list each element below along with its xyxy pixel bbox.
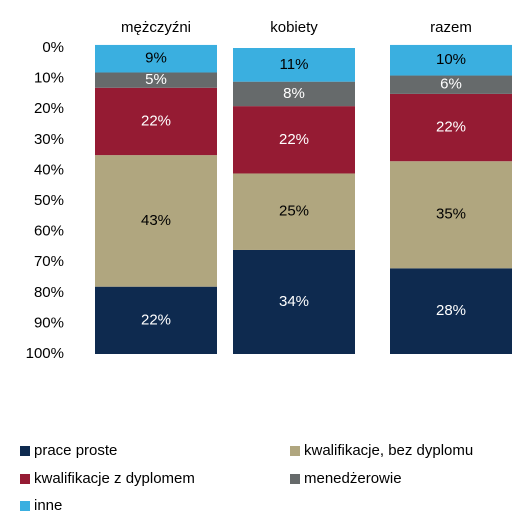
category-label: razem xyxy=(430,19,472,36)
bar-segment xyxy=(95,286,217,354)
data-label: 28% xyxy=(436,302,466,319)
data-label: 22% xyxy=(279,131,309,148)
legend-label: prace proste xyxy=(34,442,117,459)
y-tick-label: 90% xyxy=(34,314,64,331)
legend-label: kwalifikacje, bez dyplomu xyxy=(304,442,473,459)
bar-segment xyxy=(390,44,512,76)
data-label: 43% xyxy=(141,212,171,229)
data-label: 11% xyxy=(280,56,309,73)
data-label: 6% xyxy=(440,76,462,93)
category-label: kobiety xyxy=(270,19,318,36)
y-tick-label: 80% xyxy=(34,284,64,301)
bar-segment xyxy=(233,48,355,82)
bar-segment xyxy=(95,44,217,73)
data-label: 5% xyxy=(145,71,167,88)
legend-label: kwalifikacje z dyplomem xyxy=(34,470,195,487)
y-tick-label: 70% xyxy=(34,253,64,270)
data-label: 35% xyxy=(436,206,466,223)
data-label: 22% xyxy=(141,311,171,328)
data-label: 22% xyxy=(141,112,171,129)
legend-swatch xyxy=(20,446,30,456)
data-label: 34% xyxy=(279,293,309,310)
bar-segment xyxy=(390,268,512,354)
bar-segment xyxy=(390,75,512,94)
y-tick-label: 100% xyxy=(26,345,64,362)
bar-segment xyxy=(233,173,355,250)
bar-segment xyxy=(95,72,217,88)
data-label: 9% xyxy=(145,50,167,67)
bar-segment xyxy=(95,155,217,287)
data-label: 22% xyxy=(436,119,466,136)
y-tick-label: 20% xyxy=(34,100,64,117)
bar-segment xyxy=(233,81,355,107)
legend-label: inne xyxy=(34,497,62,514)
y-tick-label: 60% xyxy=(34,223,64,240)
y-tick-label: 50% xyxy=(34,192,64,209)
bar-segment xyxy=(95,87,217,156)
legend-swatch xyxy=(20,501,30,511)
legend-label: menedżerowie xyxy=(304,470,402,487)
legend-swatch xyxy=(20,474,30,484)
category-label: mężczyźni xyxy=(121,19,191,36)
data-label: 25% xyxy=(279,203,309,220)
y-tick-label: 40% xyxy=(34,161,64,178)
bar-segment xyxy=(233,106,355,174)
legend-swatch xyxy=(290,446,300,456)
y-tick-label: 10% xyxy=(34,70,64,87)
data-label: 8% xyxy=(283,85,305,102)
bar-segment xyxy=(390,161,512,269)
data-label: 10% xyxy=(436,51,466,68)
legend-swatch xyxy=(290,474,300,484)
bar-segment xyxy=(233,249,355,354)
y-tick-label: 30% xyxy=(34,131,64,148)
bar-segment xyxy=(390,93,512,162)
y-tick-label: 0% xyxy=(42,39,64,56)
